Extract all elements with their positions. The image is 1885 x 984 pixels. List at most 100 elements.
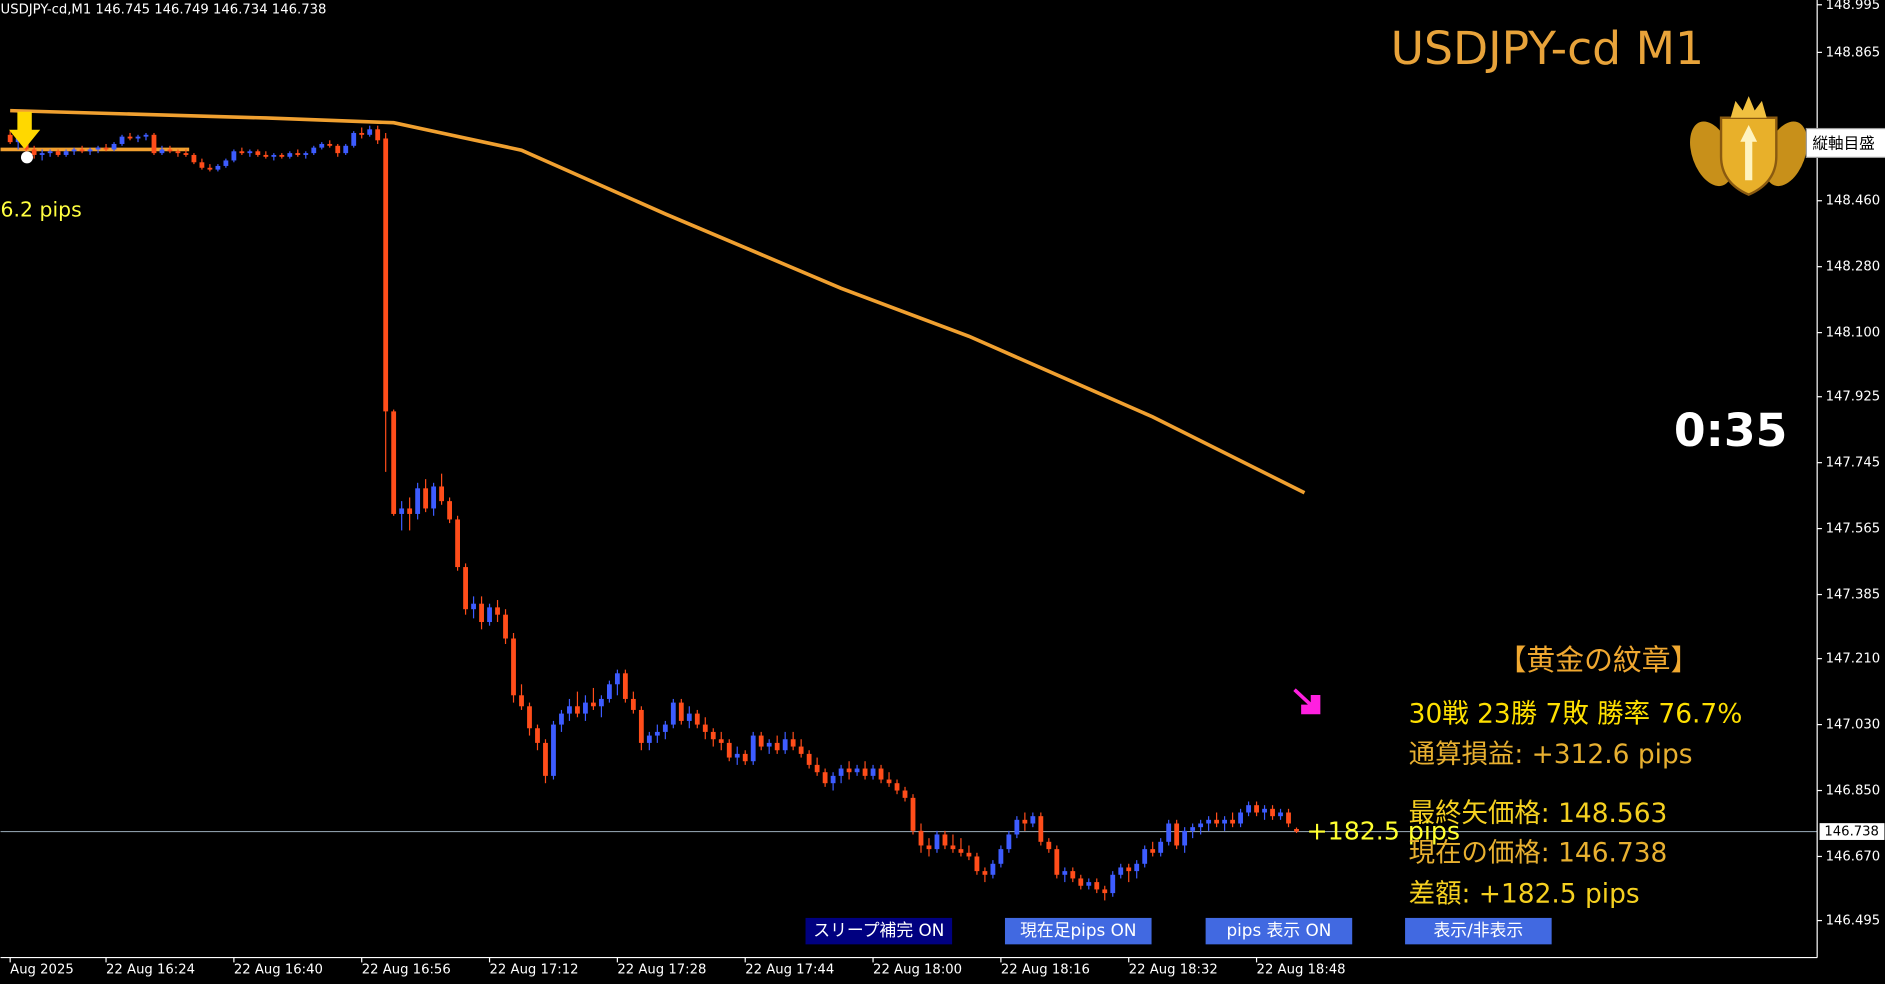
- candle-body: [223, 160, 229, 166]
- candle-body: [1230, 819, 1235, 824]
- y-tick-label: 148.865: [1826, 45, 1881, 60]
- x-tick-label: 22 Aug 18:48: [1257, 963, 1346, 978]
- moving-average: [10, 108, 1306, 495]
- candle-body: [694, 713, 700, 725]
- candle-body: [231, 151, 237, 161]
- candle-body: [1078, 878, 1084, 886]
- button[interactable]: [1004, 917, 1152, 945]
- candle-body: [1094, 882, 1100, 890]
- candle-body: [55, 151, 61, 155]
- current-price-label: 146.738: [1824, 825, 1879, 840]
- x-tick-label: 22 Aug 16:40: [234, 963, 323, 978]
- candle-body: [111, 143, 117, 150]
- candle-body: [215, 165, 221, 170]
- x-tick-label: 22 Aug 17:12: [490, 963, 579, 978]
- candle-body: [247, 151, 253, 154]
- candle-body: [47, 151, 53, 154]
- candle-body: [599, 698, 604, 707]
- candle-body: [127, 136, 133, 139]
- candle-body: [527, 706, 532, 729]
- x-tick-label: 22 Aug 17:28: [617, 963, 706, 978]
- exit-arrow: [1293, 688, 1321, 715]
- candle-body: [758, 735, 764, 747]
- candle-body: [966, 852, 972, 857]
- candle-body: [846, 768, 852, 773]
- candle-body: [87, 149, 93, 152]
- candle-body: [367, 129, 373, 135]
- button-label[interactable]: 現在足pips ON: [1020, 920, 1136, 940]
- candle-body: [830, 775, 836, 784]
- candle-body: [1038, 816, 1044, 842]
- candle-body: [31, 149, 37, 155]
- candle-body: [279, 154, 285, 157]
- candle-body: [415, 488, 421, 514]
- candle-body: [71, 149, 77, 152]
- candle-body: [766, 742, 772, 747]
- y-tick-label: 148.995: [1826, 0, 1881, 13]
- candle-body: [271, 154, 277, 157]
- candle-body: [630, 698, 636, 710]
- candle-body: [1294, 828, 1299, 832]
- scale-button[interactable]: [1805, 127, 1885, 158]
- candle-body: [870, 768, 876, 776]
- button[interactable]: [1405, 917, 1552, 945]
- candle-body: [431, 486, 437, 509]
- candle-body: [255, 151, 261, 155]
- candle-body: [606, 684, 612, 699]
- current-pips: +182.5 pips: [1307, 817, 1461, 846]
- candle-body: [567, 706, 572, 714]
- candle-body: [575, 706, 580, 714]
- candle-body: [654, 731, 660, 736]
- candle-body: [463, 567, 468, 610]
- candle-body: [39, 153, 45, 155]
- candle-body: [1206, 819, 1212, 824]
- x-tick-label: 22 Aug 16:56: [362, 963, 451, 978]
- candle-body: [614, 673, 620, 685]
- panel-diff: 差額: +182.5 pips: [1409, 879, 1640, 910]
- candle-body: [814, 764, 820, 773]
- scale-button-label[interactable]: 縦軸目盛: [1812, 135, 1874, 153]
- button[interactable]: [1205, 917, 1353, 945]
- button-label[interactable]: 表示/非表示: [1433, 920, 1523, 940]
- panel-last-arrow: 最終矢価格: 148.563: [1409, 798, 1668, 829]
- candle-body: [678, 702, 684, 721]
- candle-body: [1246, 805, 1251, 813]
- y-tick-label: 147.565: [1826, 522, 1881, 537]
- y-tick-label: 147.030: [1826, 718, 1881, 733]
- candle-body: [1278, 812, 1283, 817]
- candle-body: [7, 134, 13, 143]
- candle-body: [926, 845, 932, 850]
- trade-pips: 6.2 pips: [1, 197, 82, 221]
- y-tick-label: 146.850: [1826, 784, 1881, 799]
- candle-body: [503, 614, 508, 639]
- button-label[interactable]: スリープ補完 ON: [813, 920, 944, 940]
- signal-arrow: [8, 111, 41, 149]
- candle-body: [303, 153, 309, 155]
- y-tick-label: 146.495: [1826, 914, 1881, 929]
- candle-body: [1118, 867, 1124, 875]
- candle-body: [79, 149, 85, 152]
- candle-body: [998, 849, 1004, 864]
- candle-body: [175, 151, 181, 154]
- candle-body: [351, 132, 357, 146]
- candle-body: [1062, 871, 1068, 875]
- entry-dot: [20, 151, 33, 164]
- candle-body: [1054, 849, 1060, 875]
- candle-body: [750, 735, 756, 762]
- candle-body: [103, 147, 109, 150]
- y-tick-label: 148.460: [1826, 194, 1881, 209]
- candle-body: [878, 768, 884, 780]
- candle-body: [1198, 823, 1204, 828]
- candle-body: [263, 154, 269, 157]
- button[interactable]: [805, 917, 953, 945]
- button-label[interactable]: pips 表示 ON: [1226, 920, 1331, 940]
- candle-body: [375, 129, 381, 141]
- candle-body: [559, 713, 564, 725]
- candle-body: [854, 768, 860, 773]
- candle-body: [487, 607, 492, 623]
- candle-body: [1262, 808, 1267, 813]
- candle-body: [982, 871, 988, 875]
- candle-body: [447, 501, 453, 520]
- candle-body: [1014, 819, 1020, 835]
